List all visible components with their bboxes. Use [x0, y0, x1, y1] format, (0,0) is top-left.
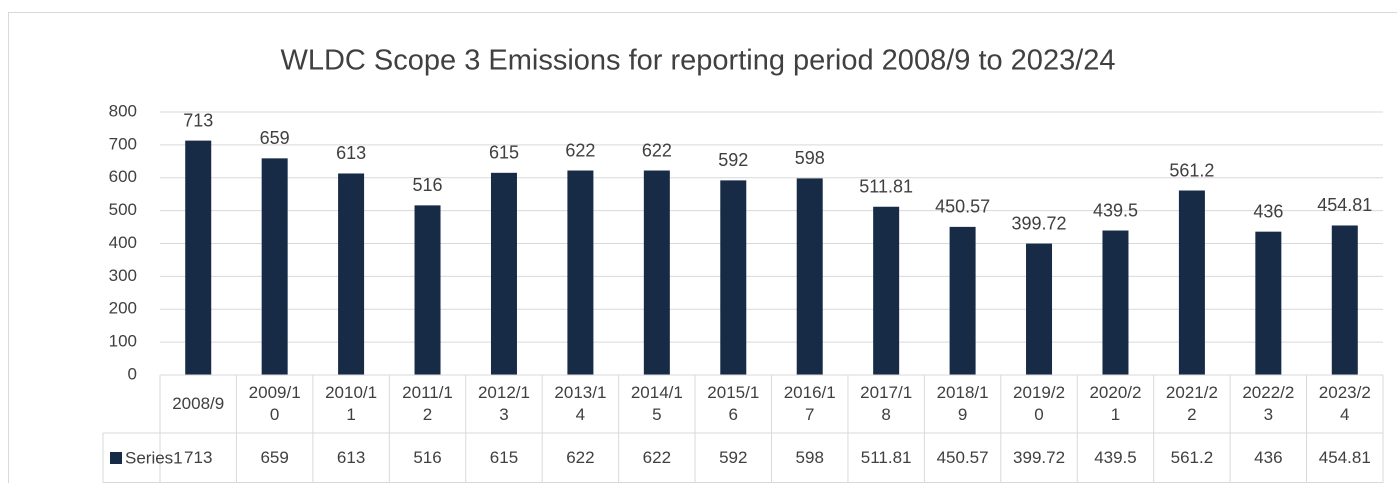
- bar: [490, 172, 517, 375]
- data-label: 399.72: [1012, 213, 1067, 233]
- x-tick-label: 2017/18: [860, 383, 913, 424]
- bar: [720, 180, 747, 375]
- data-label: 454.81: [1317, 195, 1372, 215]
- y-tick-label: 0: [128, 364, 137, 383]
- table-value: 613: [336, 448, 366, 467]
- data-label: 713: [183, 110, 213, 130]
- table-value: 511.81: [860, 448, 912, 467]
- x-tick-label: 2021/22: [1165, 383, 1218, 424]
- data-label: 561.2: [1169, 160, 1214, 180]
- bar: [1026, 243, 1053, 375]
- table-value: 439.5: [1094, 448, 1137, 467]
- x-tick-label: 2008/9: [172, 394, 225, 413]
- bar: [796, 178, 823, 375]
- y-tick-label: 600: [109, 167, 137, 186]
- bar: [261, 158, 288, 375]
- data-label: 436: [1253, 201, 1283, 221]
- table-value: 592: [719, 448, 748, 467]
- table-value: 454.81: [1318, 448, 1371, 467]
- bar: [567, 170, 594, 375]
- y-tick-label: 800: [109, 101, 137, 120]
- legend-swatch: [110, 452, 122, 464]
- table-value: 450.57: [936, 448, 989, 467]
- x-tick-label: 2014/15: [630, 383, 683, 424]
- table-value: 713: [184, 448, 213, 467]
- table-value: 561.2: [1170, 448, 1214, 467]
- bar: [1331, 225, 1358, 375]
- table-value: 622: [642, 448, 672, 467]
- y-tick-label: 400: [109, 233, 137, 252]
- bar: [185, 140, 212, 375]
- table-value: 659: [260, 448, 289, 467]
- y-tick-label: 500: [109, 200, 137, 219]
- data-label: 622: [642, 140, 672, 160]
- data-label: 511.81: [859, 176, 913, 196]
- bar: [949, 226, 976, 375]
- x-tick-label: 2020/21: [1089, 383, 1142, 424]
- chart-title: WLDC Scope 3 Emissions for reporting per…: [280, 45, 1115, 77]
- data-label: 659: [260, 128, 290, 148]
- table-value: 516: [413, 448, 442, 467]
- chart-frame: [8, 12, 1397, 483]
- x-tick-label: 2010/11: [325, 383, 378, 424]
- y-tick-label: 100: [109, 332, 137, 351]
- x-tick-label: 2013/14: [554, 383, 607, 424]
- x-tick-label: 2012/13: [477, 383, 530, 424]
- bar: [1178, 190, 1205, 375]
- bar: [643, 170, 670, 375]
- x-tick-label: 2022/23: [1242, 383, 1295, 424]
- data-label: 592: [718, 150, 748, 170]
- legend-label: Series1: [125, 448, 183, 467]
- bar: [338, 173, 365, 375]
- data-label: 615: [489, 143, 519, 163]
- x-tick-label: 2011/12: [402, 383, 453, 424]
- x-tick-label: 2015/16: [707, 383, 760, 424]
- x-tick-label: 2019/20: [1013, 383, 1066, 424]
- table-value: 622: [566, 448, 595, 467]
- y-tick-label: 700: [109, 134, 137, 153]
- x-tick-label: 2018/19: [936, 383, 989, 424]
- data-label: 622: [565, 140, 595, 160]
- table-value: 436: [1254, 448, 1283, 467]
- table-value: 615: [489, 448, 519, 467]
- bar: [1102, 230, 1129, 375]
- y-tick-label: 200: [109, 299, 137, 318]
- data-label: 439.5: [1093, 200, 1138, 220]
- table-value: 598: [795, 448, 824, 467]
- data-label: 516: [413, 175, 443, 195]
- bar: [1255, 231, 1282, 375]
- bar: [414, 205, 441, 375]
- data-label: 598: [795, 148, 825, 168]
- x-tick-label: 2016/17: [783, 383, 836, 424]
- x-tick-label: 2009/10: [248, 383, 301, 424]
- data-label: 613: [336, 143, 366, 163]
- data-label: 450.57: [935, 197, 990, 217]
- bar: [873, 206, 900, 375]
- table-value: 399.72: [1013, 448, 1066, 467]
- y-tick-label: 300: [109, 266, 137, 285]
- x-tick-label: 2023/24: [1318, 383, 1371, 424]
